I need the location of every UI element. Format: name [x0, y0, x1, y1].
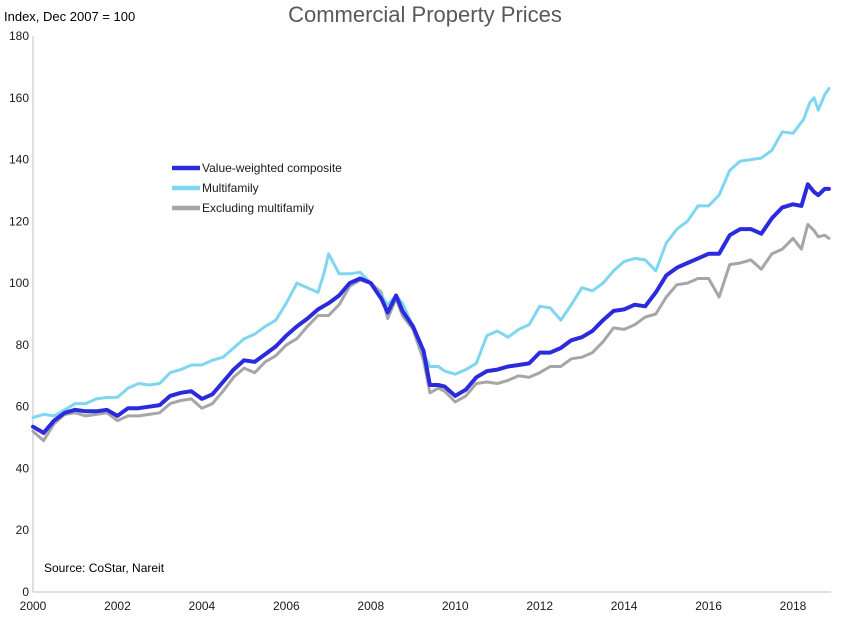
y-tick-label: 20	[16, 523, 30, 537]
series-line-excluding-multifamily	[31, 222, 831, 443]
legend: Value-weighted composite Multifamily Exc…	[172, 161, 342, 215]
x-tick-label: 2008	[357, 599, 384, 613]
source-note: Source: CoStar, Nareit	[44, 561, 165, 575]
series-line-multifamily	[31, 87, 831, 419]
x-tick-label: 2018	[780, 599, 807, 613]
legend-item-excluding-multifamily: Excluding multifamily	[172, 201, 314, 215]
y-tick-label: 120	[9, 214, 29, 228]
x-tick-label: 2004	[189, 599, 216, 613]
chart-title: Commercial Property Prices	[288, 2, 562, 27]
y-tick-label: 0	[22, 585, 29, 599]
y-tick-label: 180	[9, 29, 29, 43]
y-tick-label: 100	[9, 276, 29, 290]
x-tick-label: 2000	[20, 599, 47, 613]
x-tick-label: 2002	[104, 599, 131, 613]
y-axis-unit-label: Index, Dec 2007 = 100	[4, 9, 135, 24]
x-tick-label: 2016	[695, 599, 722, 613]
y-tick-label: 140	[9, 153, 29, 167]
series-lines	[31, 87, 831, 443]
legend-item-value-weighted-composite: Value-weighted composite	[172, 161, 342, 175]
legend-item-multifamily: Multifamily	[172, 181, 259, 195]
legend-label-excluding-multifamily: Excluding multifamily	[202, 201, 314, 215]
y-tick-labels: 0 20 40 60 80 100 120 140 160 180	[9, 29, 29, 599]
x-tick-label: 2014	[611, 599, 638, 613]
x-tick-label: 2006	[273, 599, 300, 613]
legend-label-multifamily: Multifamily	[202, 181, 259, 195]
x-tick-label: 2010	[442, 599, 469, 613]
x-tick-labels: 2000 2002 2004 2006 2008 2010 2012 2014 2016 2018	[20, 599, 807, 613]
x-tick-label: 2012	[526, 599, 553, 613]
y-tick-label: 80	[16, 338, 30, 352]
y-tick-label: 60	[16, 400, 30, 414]
legend-label-value-weighted-composite: Value-weighted composite	[202, 161, 342, 175]
y-tick-label: 160	[9, 91, 29, 105]
series-line-value-weighted-composite	[31, 182, 831, 435]
y-tick-label: 40	[16, 461, 30, 475]
axes	[32, 36, 831, 593]
